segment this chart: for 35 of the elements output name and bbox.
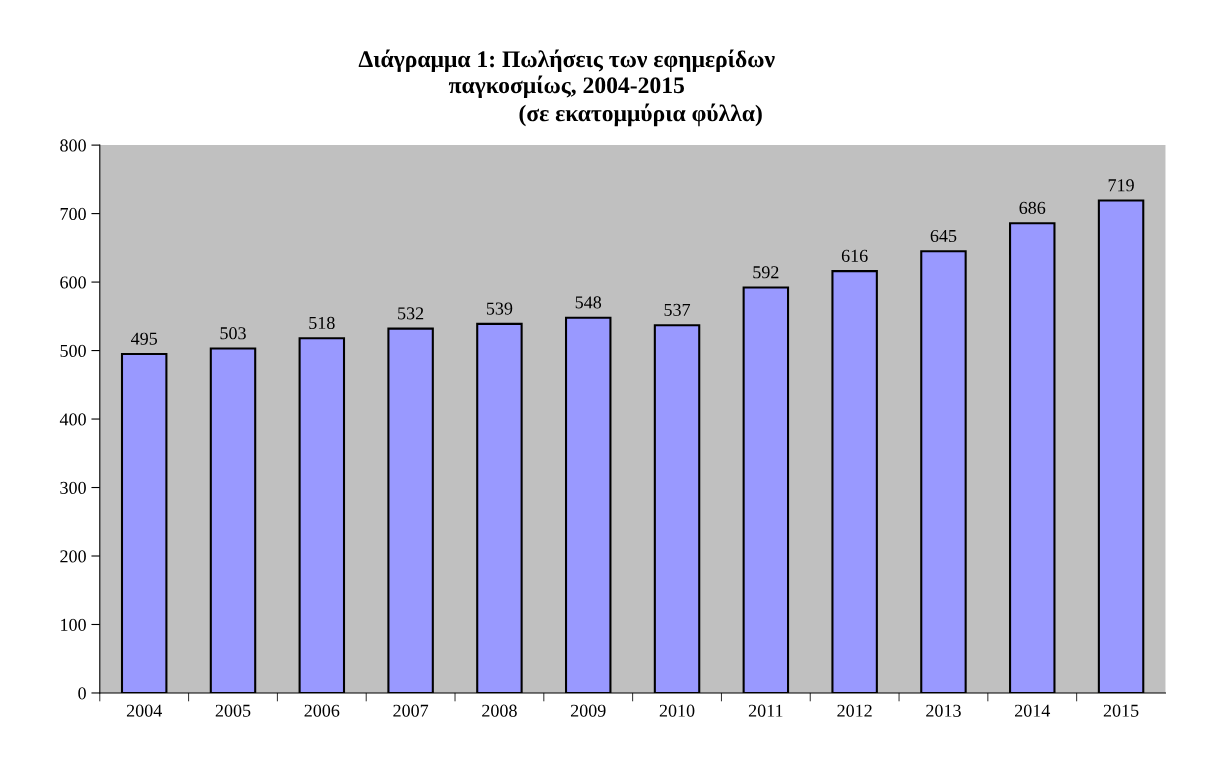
x-tick-label: 2013: [926, 704, 961, 717]
x-tick-label: 2006: [304, 704, 340, 717]
y-tick-label: 600: [60, 276, 86, 289]
chart-title: Διάγραμμα 1: Πωλήσεις των εφημερίδων παγκοσμίως, 2004-2015: [358, 49, 775, 99]
y-tick-label: 100: [61, 618, 86, 631]
chart-subtitle: (σε εκατομμύρια φύλλα): [519, 103, 762, 127]
data-label: 495: [131, 332, 158, 345]
data-label: 532: [398, 307, 424, 320]
x-tick-label: 2008: [482, 704, 517, 717]
data-label: 548: [575, 296, 602, 309]
data-label: 719: [1108, 179, 1134, 192]
x-tick-label: 2011: [748, 704, 783, 717]
y-tick-label: 0: [78, 687, 86, 700]
data-label: 537: [664, 303, 691, 316]
data-label: 645: [930, 229, 957, 243]
x-tick-label: 2005: [215, 704, 251, 717]
y-tick-label: 700: [60, 207, 86, 221]
data-label: 592: [753, 266, 779, 279]
data-label: 539: [486, 302, 513, 315]
y-tick-label: 400: [59, 413, 86, 426]
data-label: 503: [220, 327, 246, 340]
x-tick-label: 2004: [126, 704, 162, 717]
y-tick-label: 300: [60, 481, 86, 494]
x-tick-label: 2015: [1103, 704, 1139, 717]
x-tick-label: 2012: [837, 704, 872, 717]
x-tick-label: 2009: [570, 704, 606, 717]
data-label: 616: [841, 249, 868, 262]
data-label: 686: [1019, 201, 1046, 214]
y-tick-label: 200: [60, 550, 86, 563]
data-label: 518: [309, 316, 335, 330]
y-tick-label: 500: [60, 344, 86, 357]
y-tick-label: 800: [60, 139, 86, 152]
x-tick-label: 2014: [1015, 704, 1051, 717]
x-tick-label: 2007: [393, 704, 429, 717]
x-tick-label: 2010: [659, 704, 695, 717]
